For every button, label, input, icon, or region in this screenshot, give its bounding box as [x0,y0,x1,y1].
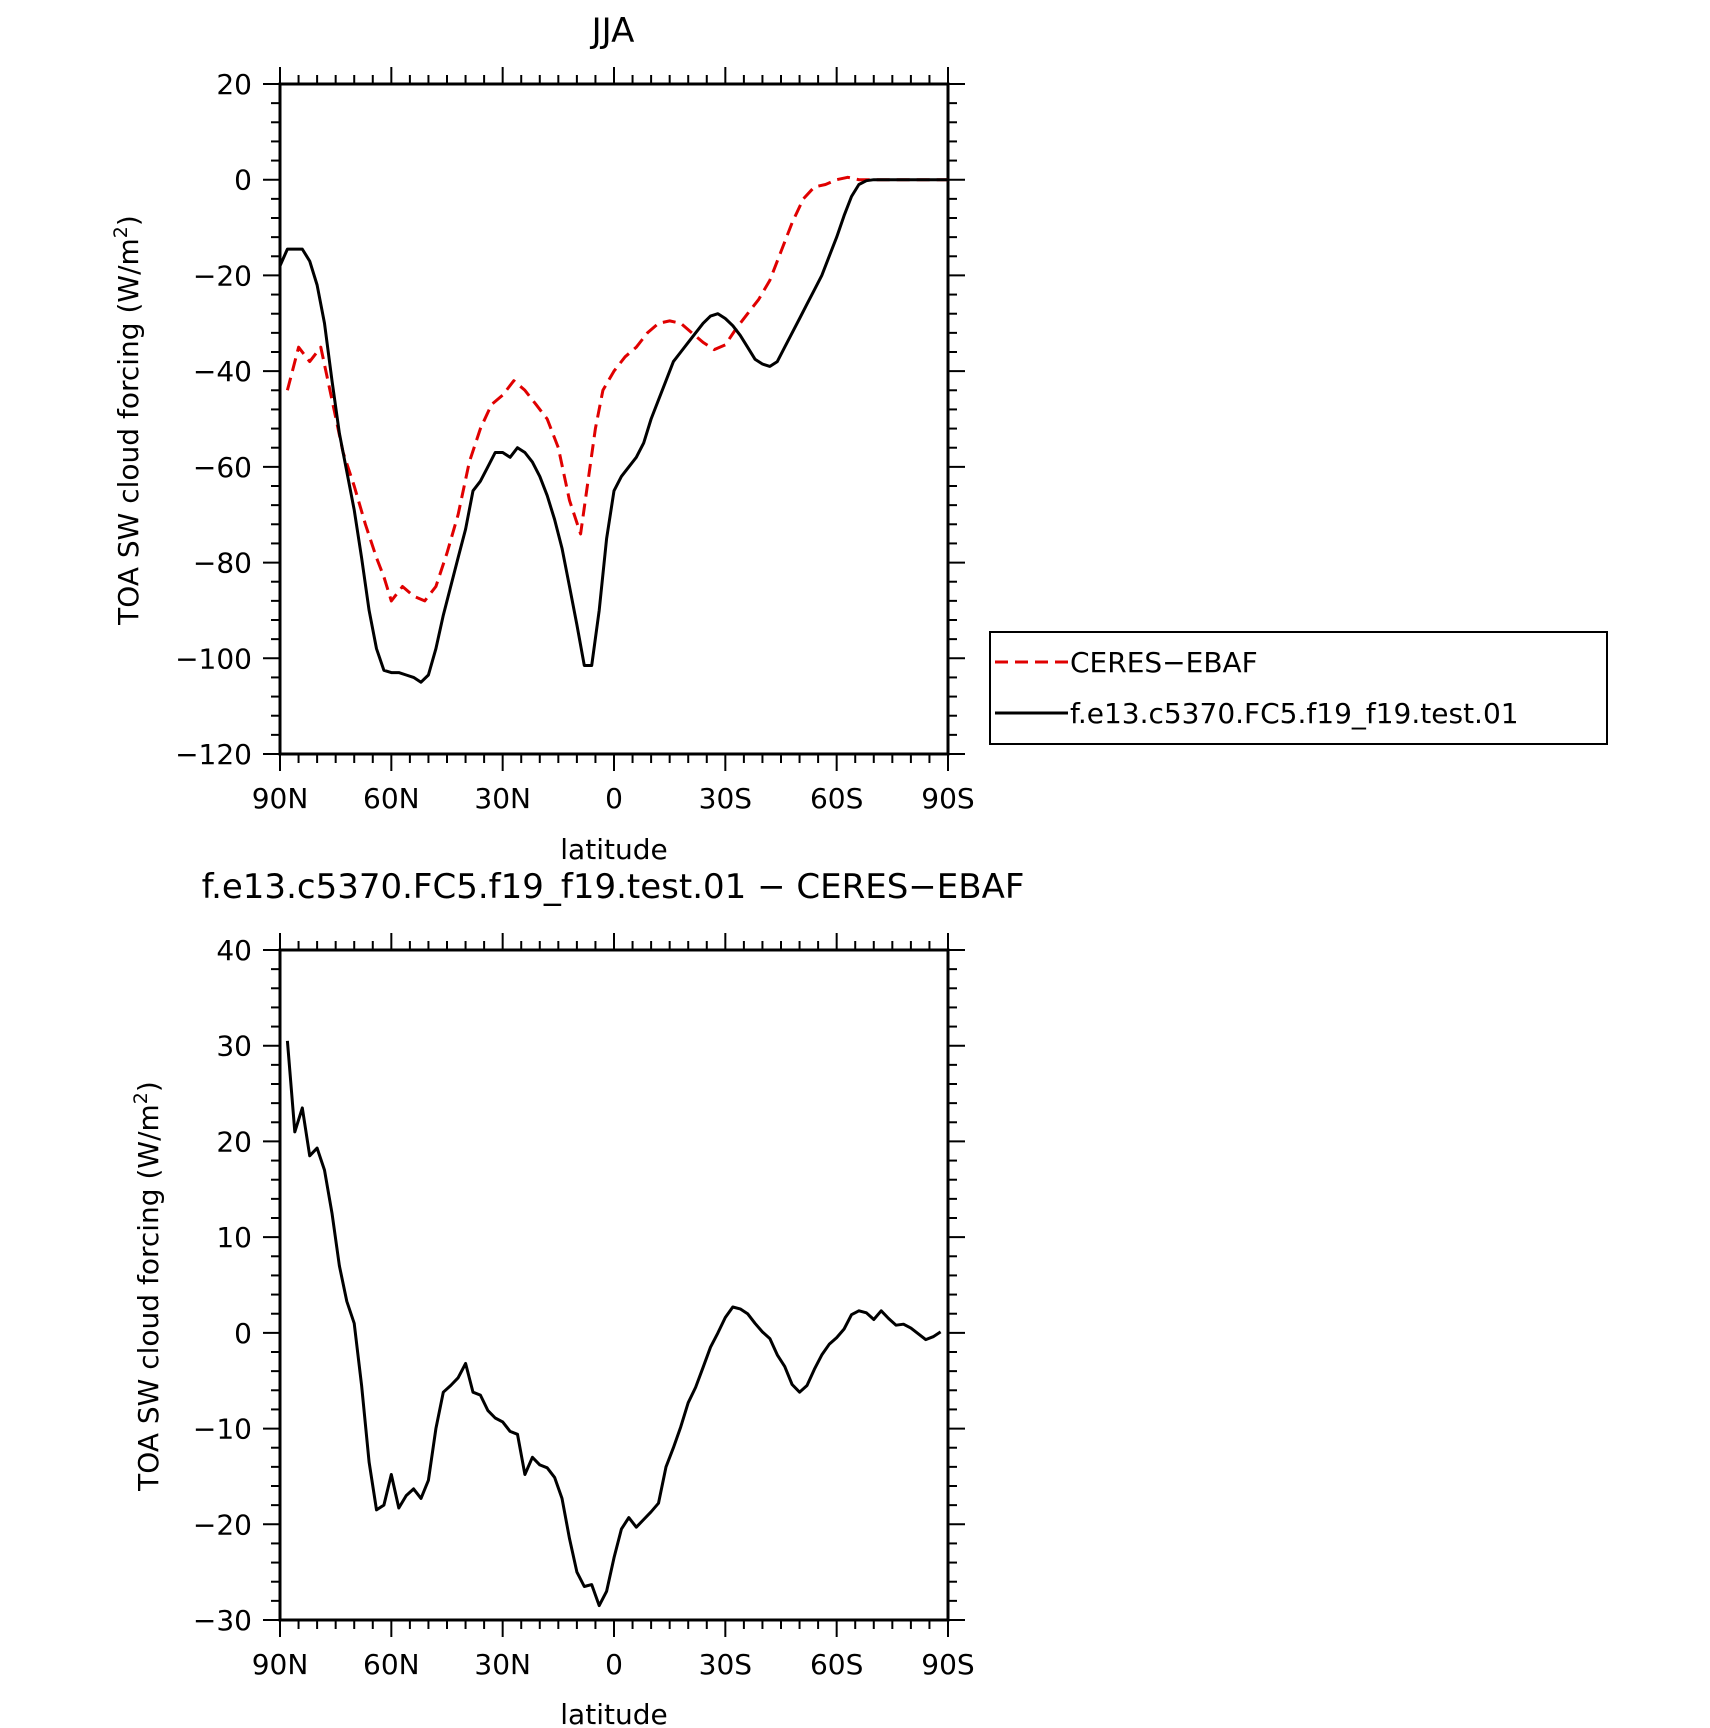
top-y-axis-title: TOA SW cloud forcing (W/m2) [110,215,145,626]
top-x-tick-label: 60S [810,782,863,815]
bottom-y-tick-label: 40 [216,934,252,967]
top-series-line-0 [285,175,948,603]
bottom-y-tick-label: −30 [193,1604,252,1637]
bottom-series-layer [285,1040,942,1608]
bottom-y-tick-label: −10 [193,1413,252,1446]
top-y-tick-label: −20 [193,259,252,292]
bottom-x-tick-label: 90S [921,1648,974,1681]
bottom-x-tick-label: 0 [605,1648,623,1681]
bottom-x-tick-label: 60S [810,1648,863,1681]
bottom-y-tick-label: 30 [216,1030,252,1063]
bottom-y-axis-title: TOA SW cloud forcing (W/m2) [130,1081,165,1492]
top-y-axis-title-end: ) [112,215,145,226]
top-chart-title: JJA [590,11,635,51]
bottom-series-line-0 [285,1040,942,1608]
bottom-y-tick-label: 20 [216,1125,252,1158]
bottom-y-axis-title-main: TOA SW cloud forcing (W/m [132,1104,165,1492]
bottom-y-tick-label: 0 [234,1317,252,1350]
top-series-layer [278,175,948,684]
top-plot-frame [278,82,950,756]
top-y-axis-title-sup: 2 [110,226,132,238]
bottom-x-tick-label: 90N [252,1648,309,1681]
bottom-y-tick-label: 10 [216,1221,252,1254]
bottom-y-axis-title-end: ) [132,1081,165,1092]
bottom-chart-title: f.e13.c5370.FC5.f19_f19.test.01 − CERES−… [202,867,1025,907]
legend-label-model: f.e13.c5370.FC5.f19_f19.test.01 [1070,697,1519,730]
bottom-panel: f.e13.c5370.FC5.f19_f19.test.01 − CERES−… [130,867,1024,1728]
top-y-tick-label: 0 [234,164,252,197]
bottom-x-tick-labels: 90N 60N 30N 0 30S 60S 90S [252,1648,975,1681]
top-y-tick-label: −80 [193,547,252,580]
top-ticks [263,67,965,771]
top-x-tick-labels: 90N 60N 30N 0 30S 60S 90S [252,782,975,815]
bottom-plot-frame [278,948,950,1622]
top-y-tick-label: 20 [216,68,252,101]
bottom-ticks [263,933,965,1637]
top-y-tick-label: −120 [175,738,252,771]
top-y-tick-label: −100 [175,642,252,675]
top-y-tick-label: −40 [193,355,252,388]
top-y-axis-title-main: TOA SW cloud forcing (W/m [112,238,145,626]
top-x-tick-label: 0 [605,782,623,815]
bottom-x-tick-label: 60N [363,1648,420,1681]
legend-box [989,631,1608,745]
bottom-y-tick-label: −20 [193,1508,252,1541]
top-x-tick-label: 60N [363,782,420,815]
bottom-y-tick-labels: 40 30 20 10 0 −10 −20 −30 [193,934,252,1637]
bottom-x-tick-label: 30N [474,1648,531,1681]
bottom-x-tick-label: 30S [699,1648,752,1681]
top-x-tick-label: 90N [252,782,309,815]
top-y-tick-labels: 20 0 −20 −40 −60 −80 −100 −120 [175,68,252,771]
bottom-x-axis-title: latitude [560,1698,667,1728]
top-x-tick-label: 90S [921,782,974,815]
bottom-y-axis-title-sup: 2 [130,1092,152,1104]
top-x-tick-label: 30N [474,782,531,815]
top-x-axis-title: latitude [560,833,667,866]
top-y-tick-label: −60 [193,451,252,484]
top-panel: JJA 90N 60N 30N 0 30S 60S 90S 20 0 −20 −40 −60 −80 −… [110,11,1608,866]
legend: CERES−EBAF f.e13.c5370.FC5.f19_f19.test.… [989,631,1608,745]
top-x-tick-label: 30S [699,782,752,815]
legend-label-ceres: CERES−EBAF [1070,646,1258,679]
top-series-line-1 [278,178,948,684]
